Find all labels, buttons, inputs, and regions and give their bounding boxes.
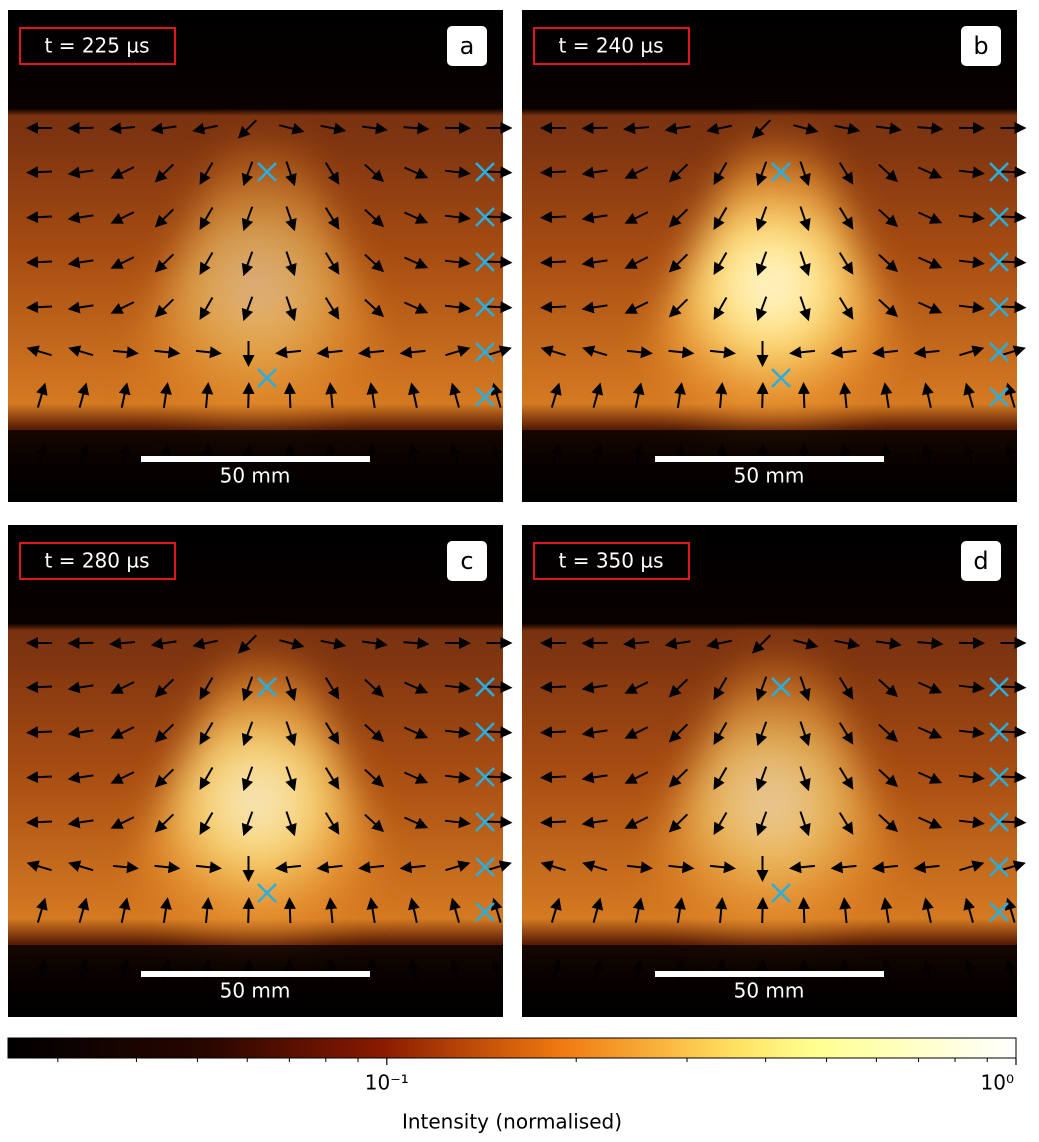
scale-bar — [655, 971, 884, 977]
flow-arrow — [487, 306, 509, 307]
flow-arrow — [30, 171, 52, 172]
scale-bar-label: 50 mm — [220, 979, 291, 1003]
panel-letter: a — [460, 32, 475, 60]
flow-arrow — [487, 171, 509, 172]
flow-arrow — [586, 128, 608, 129]
colorbar — [8, 1038, 1016, 1058]
flow-arrow — [544, 306, 566, 307]
flow-arrow — [30, 821, 52, 822]
colorbar-label: Intensity (normalised) — [402, 1110, 622, 1134]
flow-arrow — [544, 261, 566, 262]
flow-arrow — [72, 643, 94, 644]
scale-bar-label: 50 mm — [734, 979, 805, 1003]
flow-arrow — [487, 731, 509, 732]
flow-arrow — [248, 901, 249, 923]
panel-letter: d — [973, 547, 988, 575]
panel-letter: b — [973, 32, 988, 60]
colorbar-tick-label: 10⁻¹ — [365, 1071, 409, 1095]
figure: t = 225 µsa50 mmt = 240 µsb50 mmt = 280 … — [0, 0, 1039, 1138]
flow-arrow — [248, 386, 249, 408]
flow-arrow — [487, 776, 509, 777]
scale-bar-label: 50 mm — [220, 464, 291, 488]
flow-arrow — [762, 901, 763, 923]
colorbar-tick-label: 10⁰ — [981, 1071, 1014, 1095]
flow-arrow — [1001, 686, 1023, 687]
flow-arrow — [30, 216, 52, 217]
flow-arrow — [544, 776, 566, 777]
panel: t = 240 µs b 50 mm — [522, 10, 1023, 502]
scale-bar-label: 50 mm — [734, 464, 805, 488]
scale-bar — [141, 456, 370, 462]
flow-arrow — [544, 731, 566, 732]
time-label: t = 225 µs — [45, 34, 150, 58]
flow-arrow — [1001, 216, 1023, 217]
flow-arrow — [544, 686, 566, 687]
time-label: t = 280 µs — [45, 549, 150, 573]
flow-arrow — [804, 901, 805, 923]
flow-arrow — [1001, 776, 1023, 777]
flow-arrow — [1001, 171, 1023, 172]
time-label: t = 240 µs — [559, 34, 664, 58]
time-label: t = 350 µs — [559, 549, 664, 573]
flow-arrow — [290, 901, 291, 923]
scale-bar — [141, 971, 370, 977]
flow-arrow — [487, 261, 509, 262]
flow-arrow — [804, 386, 805, 408]
flow-arrow — [290, 386, 291, 408]
flow-arrow — [487, 216, 509, 217]
flow-arrow — [1001, 821, 1023, 822]
flow-arrow — [1001, 731, 1023, 732]
flow-arrow — [487, 686, 509, 687]
flow-arrow — [544, 171, 566, 172]
flow-arrow — [1001, 261, 1023, 262]
panel-letter: c — [460, 547, 473, 575]
flow-arrow — [30, 261, 52, 262]
flow-arrow — [762, 386, 763, 408]
flow-arrow — [487, 821, 509, 822]
flow-arrow — [30, 306, 52, 307]
flow-arrow — [72, 128, 94, 129]
flow-arrow — [586, 643, 608, 644]
flow-arrow — [30, 776, 52, 777]
panel: t = 225 µs a 50 mm — [8, 10, 509, 502]
panel: t = 280 µs c 50 mm — [8, 525, 509, 1017]
flow-arrow — [1001, 306, 1023, 307]
scale-bar — [655, 456, 884, 462]
panel: t = 350 µs d 50 mm — [522, 525, 1023, 1017]
flow-arrow — [544, 821, 566, 822]
flow-arrow — [30, 731, 52, 732]
flow-arrow — [544, 216, 566, 217]
flow-arrow — [30, 686, 52, 687]
